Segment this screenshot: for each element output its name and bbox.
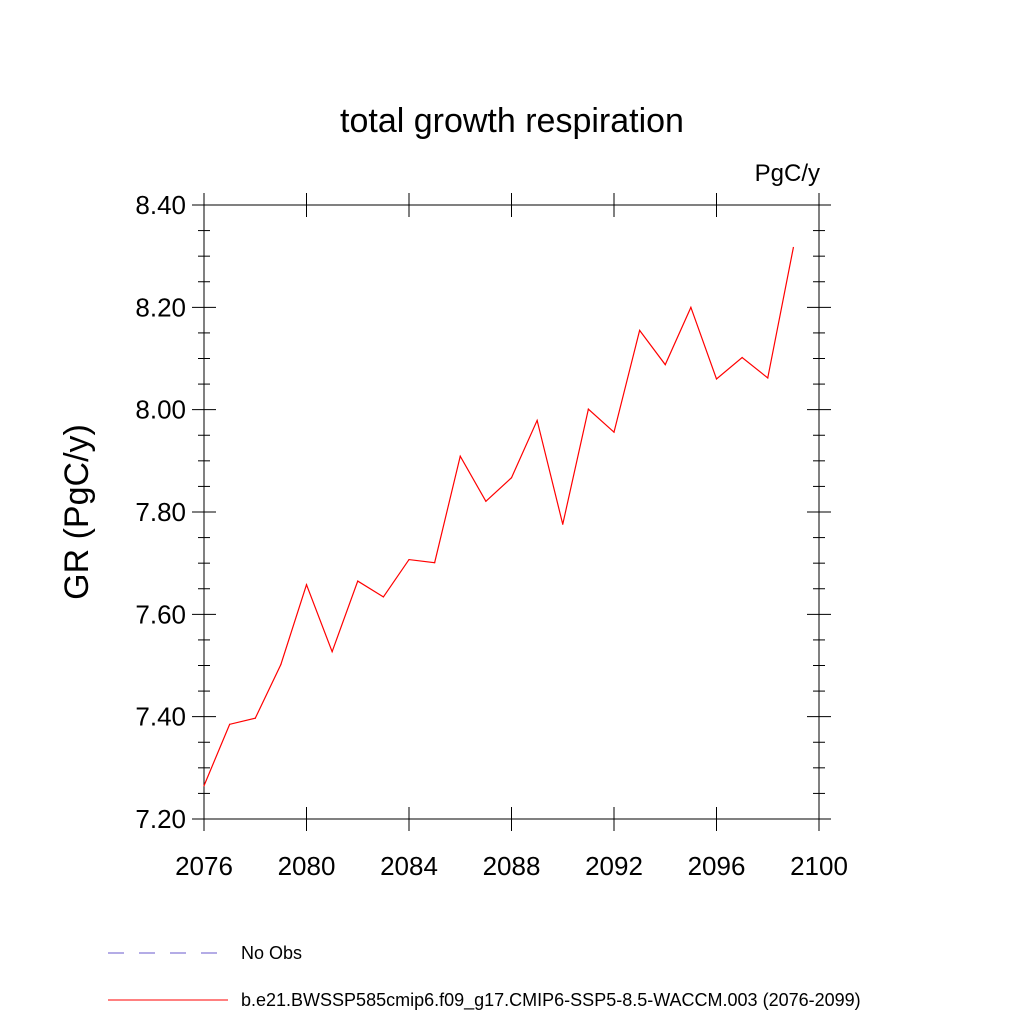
chart-title: total growth respiration: [340, 102, 684, 140]
y-tick-label: 7.60: [135, 599, 186, 629]
data-point: [485, 500, 487, 502]
series-line: [203, 247, 794, 786]
x-tick-label: 2100: [790, 851, 848, 881]
y-tick-label: 7.40: [135, 702, 186, 732]
series-layer: [203, 246, 794, 787]
y-tick-label: 7.20: [135, 804, 186, 834]
data-point: [408, 558, 410, 561]
x-axis-ticks: 2076 2080 2084 2088 2092 2096 2100: [175, 193, 848, 881]
data-point: [587, 408, 589, 410]
data-point: [767, 377, 769, 379]
plot-frame: [203, 204, 820, 820]
x-tick-label: 2076: [175, 851, 233, 881]
data-point: [510, 477, 513, 479]
legend-label: No Obs: [241, 943, 302, 963]
y-tick-label: 7.80: [135, 497, 186, 527]
data-point: [690, 306, 692, 308]
data-point: [357, 580, 359, 582]
data-point: [203, 785, 205, 787]
data-point: [792, 246, 794, 249]
data-point: [331, 651, 333, 653]
y-axis-label: GR (PgC/y): [58, 424, 96, 600]
x-tick-label: 2096: [688, 851, 746, 881]
data-point: [434, 562, 436, 564]
data-point: [715, 378, 718, 380]
data-point: [664, 364, 666, 366]
units-label: PgC/y: [755, 160, 820, 187]
data-point: [613, 431, 615, 433]
data-point: [562, 523, 564, 525]
y-tick-label: 8.20: [135, 292, 186, 322]
data-point: [254, 717, 256, 719]
data-point: [741, 356, 743, 359]
y-axis-ticks: 7.20 7.40 7.60 7.80 8.00 8.20 8.40: [135, 190, 831, 834]
data-point: [305, 584, 308, 586]
data-point: [229, 723, 231, 725]
data-point: [536, 419, 538, 422]
data-point: [280, 663, 282, 666]
legend-label: b.e21.BWSSP585cmip6.f09_g17.CMIP6-SSP5-8…: [241, 990, 861, 1011]
y-tick-label: 8.40: [135, 190, 186, 220]
legend: No Obs b.e21.BWSSP585cmip6.f09_g17.CMIP6-…: [108, 943, 861, 1011]
x-tick-label: 2084: [380, 851, 438, 881]
x-tick-label: 2088: [483, 851, 541, 881]
data-point: [639, 329, 641, 331]
x-tick-label: 2092: [585, 851, 643, 881]
y-tick-label: 8.00: [135, 395, 186, 425]
data-point: [382, 596, 384, 598]
data-point: [459, 455, 461, 457]
x-tick-label: 2080: [278, 851, 336, 881]
